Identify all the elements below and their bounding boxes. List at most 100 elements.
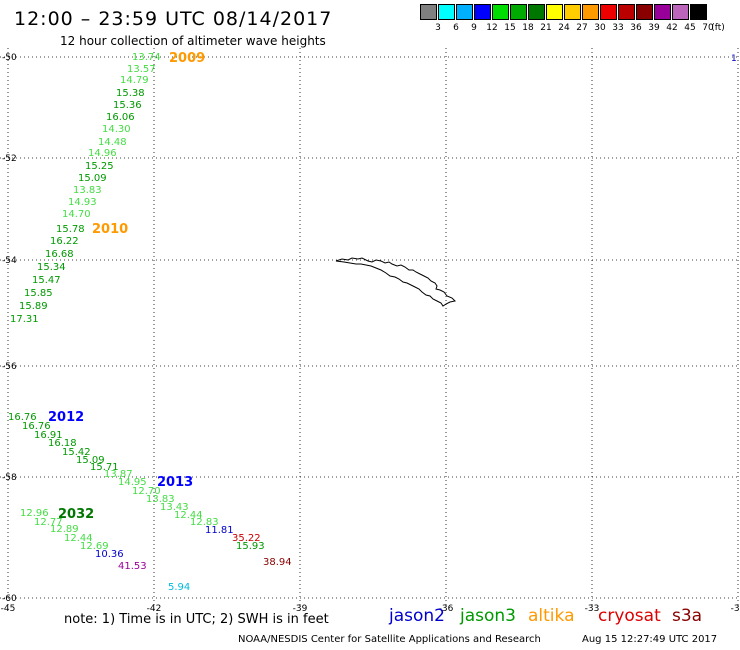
colorbar-swatch <box>474 4 491 20</box>
wave-height-value: 38.94 <box>263 557 292 568</box>
longitude-tick-label: -33 <box>585 604 600 614</box>
wave-height-value: 15.36 <box>113 100 142 111</box>
colorbar-tick-label: 27 <box>576 23 588 33</box>
satellite-legend-jason3: jason3 <box>460 606 516 626</box>
wave-height-value: 11.81 <box>205 525 234 536</box>
units-note: note: 1) Time is in UTC; 2) SWH is in fe… <box>64 612 329 627</box>
colorbar-swatch <box>600 4 617 20</box>
wave-height-value: 13.57 <box>127 64 156 75</box>
wave-height-value: 12.70 <box>132 486 161 497</box>
colorbar-tick-label: 9 <box>471 23 477 33</box>
wave-height-value: 16.06 <box>106 112 135 123</box>
longitude-tick-label: -42 <box>147 604 162 614</box>
longitude-tick-label: -39 <box>293 604 308 614</box>
wave-height-value: 12.44 <box>174 510 203 521</box>
wave-height-value: 13.83 <box>146 494 175 505</box>
wave-height-value: 15.93 <box>236 541 265 552</box>
map-subtitle: 12 hour collection of altimeter wave hei… <box>60 34 326 48</box>
colorbar-tick-label: 70 <box>702 23 714 33</box>
map-title: 12:00 – 23:59 UTC 08/14/2017 <box>14 8 333 30</box>
colorbar-swatch <box>456 4 473 20</box>
latitude-tick-label: -50 <box>2 53 17 63</box>
colorbar-swatch <box>528 4 545 20</box>
wave-height-value: 12.69 <box>80 541 109 552</box>
track-id-label: 2032 <box>58 507 94 522</box>
colorbar-swatch <box>438 4 455 20</box>
wave-height-value: 15.09 <box>76 455 105 466</box>
wave-height-value: 12.96 <box>20 508 49 519</box>
longitude-tick-label: -36 <box>439 604 454 614</box>
colorbar-swatch <box>654 4 671 20</box>
wave-height-value: 13.87 <box>104 469 133 480</box>
colorbar-tick-label: 6 <box>453 23 459 33</box>
wave-height-value: 15.25 <box>85 161 114 172</box>
colorbar-swatch <box>690 4 707 20</box>
wave-height-value: 12.83 <box>190 517 219 528</box>
latitude-tick-label: -60 <box>2 594 17 604</box>
wave-height-value: 15.38 <box>116 88 145 99</box>
wave-height-value: 15.47 <box>32 275 61 286</box>
wave-height-value: 12.77 <box>34 517 63 528</box>
south-georgia-island-outline <box>335 257 457 307</box>
colorbar-tick-label: 36 <box>630 23 642 33</box>
wave-height-value: 16.76 <box>8 412 37 423</box>
colorbar-tick-label: 42 <box>666 23 678 33</box>
wave-height-value: 12.89 <box>50 524 79 535</box>
wave-height-value: 10.36 <box>95 549 124 560</box>
colorbar-tick-label: 33 <box>612 23 624 33</box>
wave-height-value: 13.74 <box>132 52 161 63</box>
satellite-legend-s3a: s3a <box>672 606 703 626</box>
wave-height-value: 14.30 <box>102 124 131 135</box>
map-grid <box>0 48 740 606</box>
satellite-legend-altika: altika <box>528 606 575 626</box>
wave-height-value: 14.93 <box>68 197 97 208</box>
latitude-tick-label: -56 <box>2 362 17 372</box>
colorbar-tick-label: 30 <box>594 23 606 33</box>
wave-height-value: 16.76 <box>22 421 51 432</box>
track-id-labels: 2009 2010 2012 2013 2032 <box>48 51 205 522</box>
wave-height-value: 14.70 <box>62 209 91 220</box>
colorbar-tick-label: 18 <box>522 23 534 33</box>
colorbar-swatch <box>546 4 563 20</box>
track-id-label: 2013 <box>157 475 193 490</box>
latitude-tick-label: -52 <box>2 154 17 164</box>
latitude-tick-label: -58 <box>2 473 17 483</box>
wave-height-value: 5.94 <box>168 582 190 593</box>
wave-height-value: 17.31 <box>10 314 39 325</box>
wave-height-value: 12.44 <box>64 533 93 544</box>
wave-height-value: 15.85 <box>24 288 53 299</box>
wave-height-value: 14.96 <box>88 148 117 159</box>
colorbar-tick-label: 39 <box>648 23 660 33</box>
colorbar-swatch <box>636 4 653 20</box>
satellite-legend-jason2: jason2 <box>389 606 445 626</box>
colorbar-swatch <box>582 4 599 20</box>
wave-height-value: 16.68 <box>45 249 74 260</box>
latitude-tick-label: -54 <box>2 256 17 266</box>
wave-height-value: 14.95 <box>118 477 147 488</box>
longitude-tick-label: -30 <box>731 604 740 614</box>
track-id-label: 2009 <box>169 51 205 66</box>
colorbar-swatch <box>618 4 635 20</box>
wave-height-value: 41.53 <box>118 561 147 572</box>
colorbar-tick-label: 24 <box>558 23 570 33</box>
wave-height-value: 14.79 <box>120 75 149 86</box>
wave-height-value: 13.43 <box>160 502 189 513</box>
colorbar-unit: (ft) <box>711 23 725 33</box>
track-id-label: 2012 <box>48 410 84 425</box>
satellite-legend-cryosat: cryosat <box>598 606 661 626</box>
colorbar-swatch <box>672 4 689 20</box>
wave-height-value: 16.91 <box>34 430 63 441</box>
wave-height-value: 15.89 <box>19 301 48 312</box>
wave-height-value: 15.09 <box>78 173 107 184</box>
credit-line: NOAA/NESDIS Center for Satellite Applica… <box>238 634 541 645</box>
wave-height-colorbar: 3 6 9 12 15 18 21 24 27 30 33 36 39 42 45 70 (ft) <box>420 4 730 38</box>
wave-height-value: 15.78 <box>56 224 85 235</box>
track-id-label: 2010 <box>92 222 128 237</box>
colorbar-tick-label: 45 <box>684 23 696 33</box>
wave-height-value: 15.71 <box>90 462 119 473</box>
colorbar-swatch <box>492 4 509 20</box>
axis-tick-labels: -45 -42 -39 -36 -33 -30 -50 -52 -54 -56 -58 -60 <box>1 53 740 614</box>
colorbar-tick-label: 15 <box>504 23 516 33</box>
colorbar-tick-label: 3 <box>435 23 441 33</box>
